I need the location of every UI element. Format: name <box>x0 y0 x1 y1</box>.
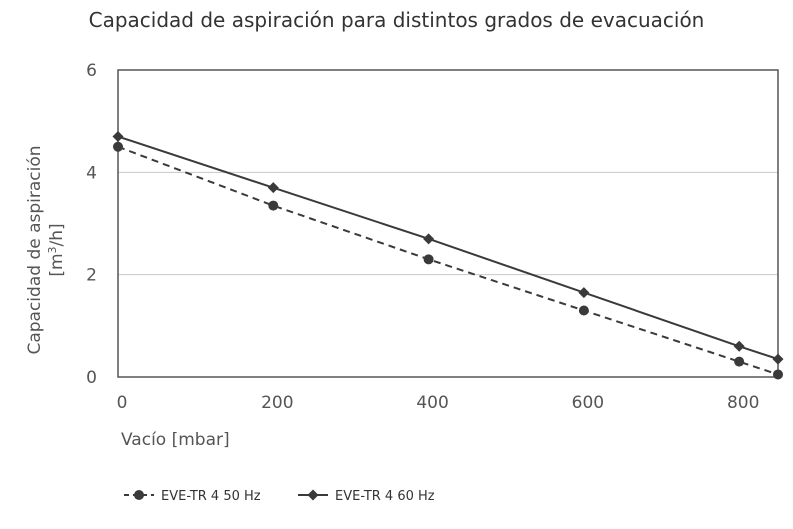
series-0-point-4 <box>734 356 745 367</box>
y-axis-unit-prefix: [m <box>47 253 67 276</box>
series-1-point-3 <box>578 287 590 299</box>
plot-frame <box>117 69 779 378</box>
x-axis-title: Vacío [mbar] <box>121 430 230 450</box>
series-0-point-1 <box>268 200 279 211</box>
legend-marker-1 <box>307 489 319 501</box>
grid-lines <box>118 171 778 276</box>
x-tick-label-0: 0 <box>117 393 128 413</box>
series-line-1 <box>117 135 779 361</box>
y-tick-label-1: 2 <box>86 266 97 286</box>
y-axis-unit-superscript: 3 <box>46 246 59 253</box>
x-tick-labels: 0 200 400 600 800 <box>117 393 760 413</box>
x-tick-label-3: 600 <box>572 393 604 413</box>
y-tick-label-3: 6 <box>86 61 97 81</box>
legend-marker-0 <box>134 490 144 500</box>
legend-label-1: EVE-TR 4 60 Hz <box>335 489 435 504</box>
series-0-point-0 <box>113 141 123 152</box>
x-tick-label-2: 400 <box>416 393 448 413</box>
chart-title: Capacidad de aspiración para distintos g… <box>88 8 705 32</box>
series-line-0 <box>117 145 779 376</box>
series-1-point-4 <box>733 340 745 352</box>
series-1-point-2 <box>423 233 435 245</box>
y-tick-label-2: 4 <box>86 163 97 183</box>
series-1-point-5 <box>772 353 784 365</box>
y-axis-unit-suffix: /h] <box>47 223 67 246</box>
series-0-point-3 <box>578 305 589 316</box>
series-1-point-0 <box>112 131 124 143</box>
y-axis-title-line1: Capacidad de aspiración <box>25 145 45 354</box>
legend-label-0: EVE-TR 4 50 Hz <box>161 489 261 504</box>
y-tick-labels: 0 2 4 6 <box>86 61 97 388</box>
series-1-point-1 <box>267 182 279 194</box>
x-tick-label-1: 200 <box>261 393 293 413</box>
legend: EVE-TR 4 50 Hz EVE-TR 4 60 Hz <box>124 489 435 504</box>
y-tick-label-0: 0 <box>86 368 97 388</box>
x-tick-label-4: 800 <box>727 393 759 413</box>
series-group <box>112 131 784 380</box>
series-0-point-5 <box>773 369 783 380</box>
y-axis-title-line2: [m3/h] <box>46 223 68 276</box>
series-0-point-2 <box>423 254 434 265</box>
